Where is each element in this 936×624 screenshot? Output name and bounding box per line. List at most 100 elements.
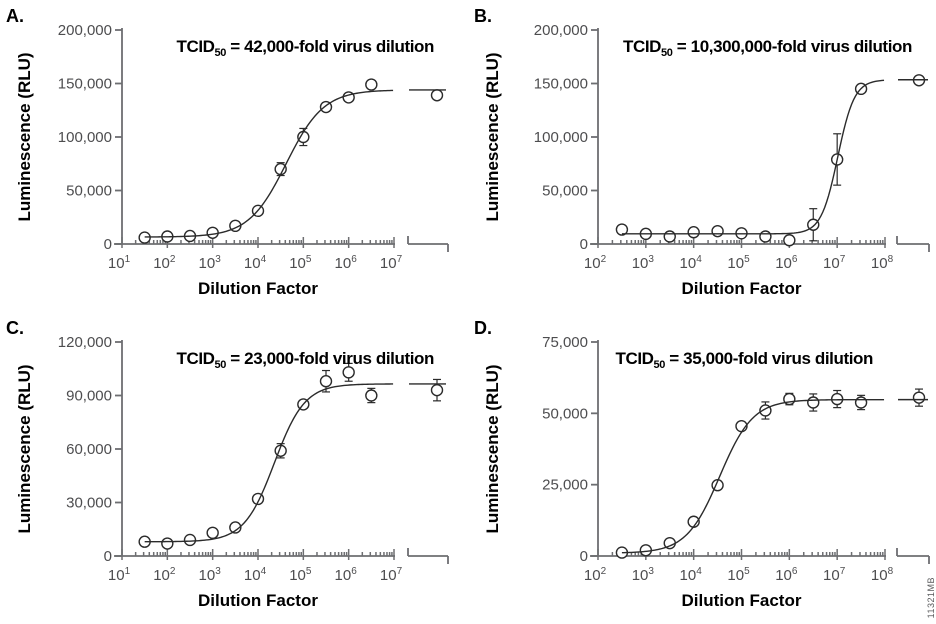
data-points [615,391,926,559]
x-axis-title: Dilution Factor [198,279,318,298]
data-point-after-break [430,383,444,397]
data-point-after-break [430,89,444,102]
data-point [365,78,378,91]
x-tick-label: 104 [244,254,267,272]
data-point [759,230,772,243]
y-axis [591,28,599,245]
y-tick-label: 0 [104,548,112,565]
panel-chart-A: A. 0 50,000 100,000 150,000 200,000 101 102 103 1… [6,6,449,298]
fit-curve [144,383,394,543]
y-tick-label: 150,000 [534,76,588,93]
panel-title: TCID50 = 42,000-fold virus dilution [176,37,434,59]
panel-letter: A. [6,6,24,26]
data-point [319,375,333,388]
x-tick-label: 101 [108,566,131,584]
y-axis-title: Luminescence (RLU) [15,52,34,221]
x-tick-label: 107 [823,254,846,272]
x-tick-labels: 101 102 103 104 105 106 107 [108,254,403,272]
x-axis-break-segment [407,236,449,252]
panel-chart-C: C. 0 30,000 60,000 90,000 120,000 101 102 103 104… [6,318,449,610]
y-tick-label: 25,000 [542,477,588,494]
x-tick-label: 106 [775,254,798,272]
y-tick-label: 30,000 [66,495,112,512]
data-point [663,230,676,243]
x-axis-break-segment [896,548,930,564]
x-tick-label: 106 [775,566,798,584]
x-tick-label: 107 [380,566,403,584]
y-tick-label: 100,000 [58,129,112,146]
data-point [783,234,796,247]
x-axis-title: Dilution Factor [682,591,802,610]
y-axis-title: Luminescence (RLU) [483,52,502,221]
data-point [365,389,378,402]
y-tick-label: 75,000 [542,334,588,351]
x-tick-label: 102 [584,254,607,272]
x-tick-label: 104 [680,566,703,584]
y-tick-label: 150,000 [58,76,112,93]
x-tick-label: 103 [199,566,222,584]
y-tick-label: 200,000 [534,22,588,39]
error-bars [276,362,441,459]
x-tick-label: 102 [153,254,176,272]
figure-id-watermark: 11321MB [926,576,936,618]
x-tick-label: 102 [584,566,607,584]
y-tick-label: 90,000 [66,388,112,405]
x-tick-label: 105 [727,566,750,584]
y-tick-label: 50,000 [542,405,588,422]
x-tick-label: 107 [823,566,846,584]
data-point [687,226,700,239]
x-ticks [121,549,395,560]
x-tick-label: 105 [727,254,750,272]
x-tick-label: 108 [871,254,894,272]
x-tick-label: 104 [680,254,703,272]
data-point [206,226,219,239]
y-axis [115,28,123,245]
y-tick-labels: 0 25,000 50,000 75,000 [542,334,588,565]
data-point [342,366,355,379]
x-ticks [121,237,395,248]
x-tick-label: 108 [871,566,894,584]
error-bars [761,388,923,420]
y-tick-label: 50,000 [66,183,112,200]
panel-letter: D. [474,318,492,338]
panel-letter: B. [474,6,492,26]
data-point [615,223,629,236]
x-tick-label: 106 [335,254,358,272]
x-tick-label: 107 [380,254,403,272]
x-tick-label: 103 [632,566,655,584]
y-axis-title: Luminescence (RLU) [15,364,34,533]
x-tick-label: 103 [632,254,655,272]
x-tick-label: 104 [244,566,267,584]
y-tick-label: 200,000 [58,22,112,39]
x-tick-label: 105 [289,566,312,584]
x-tick-label: 101 [108,254,131,272]
y-axis-title: Luminescence (RLU) [483,364,502,533]
y-tick-label: 50,000 [542,183,588,200]
y-tick-label: 0 [580,236,588,253]
panel-title: TCID50 = 23,000-fold virus dilution [176,349,434,371]
x-tick-label: 102 [153,566,176,584]
x-axis-title: Dilution Factor [682,279,802,298]
y-tick-labels: 0 30,000 60,000 90,000 120,000 [58,334,112,565]
data-point [229,521,242,534]
data-point [854,396,868,409]
fit-curve [621,79,885,235]
x-axis-break-segment [896,236,930,252]
x-tick-labels: 102 103 104 105 106 107 108 [584,254,894,272]
x-tick-labels: 102 103 104 105 106 107 108 [584,566,894,584]
data-point-after-break [912,391,926,404]
y-axis [591,340,599,557]
data-point [206,526,219,540]
data-point [711,224,724,238]
y-tick-labels: 0 50,000 100,000 150,000 200,000 [58,22,112,253]
fit-curve [621,398,885,554]
data-points [615,74,926,247]
data-points [138,78,444,244]
data-points [138,366,444,550]
y-tick-label: 0 [104,236,112,253]
y-axis [115,340,123,557]
x-tick-label: 103 [199,254,222,272]
